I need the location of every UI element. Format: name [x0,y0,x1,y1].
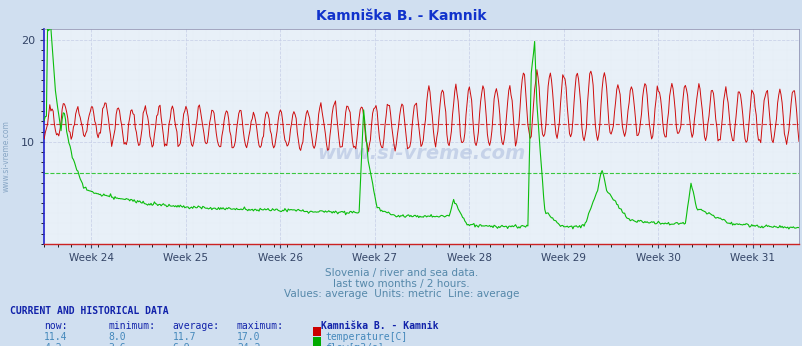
Text: 17.0: 17.0 [237,332,260,342]
Text: minimum:: minimum: [108,321,156,331]
Text: CURRENT AND HISTORICAL DATA: CURRENT AND HISTORICAL DATA [10,306,168,316]
Text: Slovenia / river and sea data.: Slovenia / river and sea data. [325,268,477,278]
Text: 11.7: 11.7 [172,332,196,342]
Text: temperature[C]: temperature[C] [325,332,407,342]
Text: 24.2: 24.2 [237,343,260,346]
Text: average:: average: [172,321,220,331]
Text: www.si-vreme.com: www.si-vreme.com [2,120,11,192]
Text: Kamniška B. - Kamnik: Kamniška B. - Kamnik [316,9,486,22]
Text: 11.4: 11.4 [44,332,67,342]
Text: 6.9: 6.9 [172,343,190,346]
Text: 4.2: 4.2 [44,343,62,346]
Text: flow[m3/s]: flow[m3/s] [325,343,383,346]
Text: now:: now: [44,321,67,331]
Text: last two months / 2 hours.: last two months / 2 hours. [333,279,469,289]
Text: 3.6: 3.6 [108,343,126,346]
Text: maximum:: maximum: [237,321,284,331]
Text: Kamniška B. - Kamnik: Kamniška B. - Kamnik [321,321,438,331]
Text: www.si-vreme.com: www.si-vreme.com [317,144,525,163]
Text: Values: average  Units: metric  Line: average: Values: average Units: metric Line: aver… [283,289,519,299]
Text: 8.0: 8.0 [108,332,126,342]
